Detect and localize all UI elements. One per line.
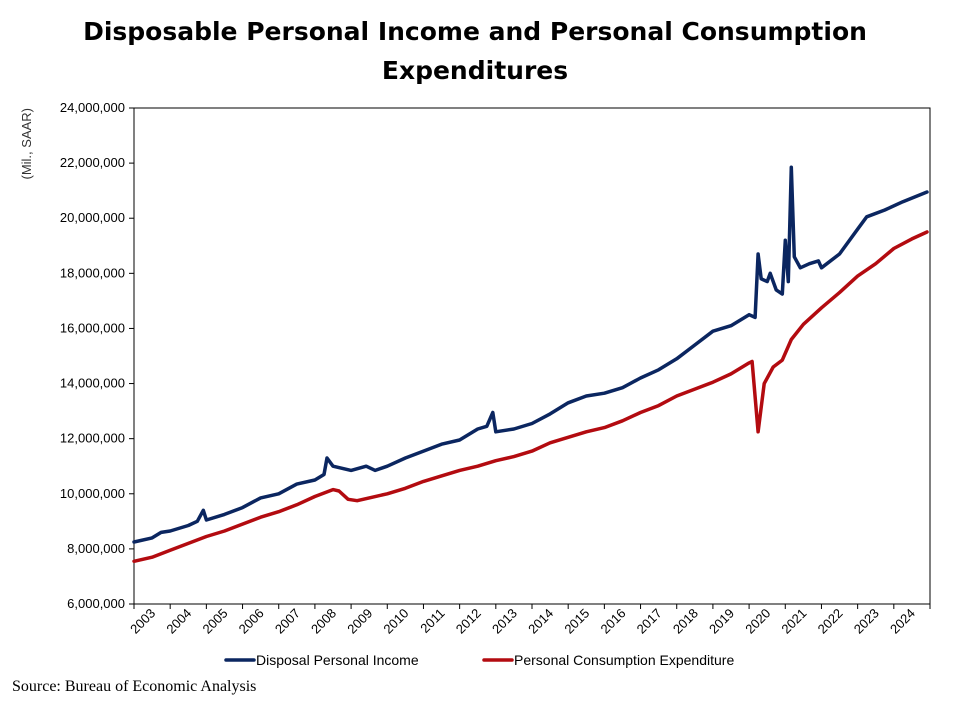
y-tick-label: 20,000,000	[60, 210, 125, 225]
x-tick-label: 2018	[670, 606, 701, 637]
y-tick-label: 10,000,000	[60, 486, 125, 501]
plot-frame	[133, 107, 931, 605]
x-tick-label: 2007	[272, 606, 303, 637]
y-tick-label: 22,000,000	[60, 155, 125, 170]
x-tick-label: 2020	[742, 606, 773, 637]
series-line-2	[132, 230, 929, 564]
series-line-1	[132, 165, 929, 544]
x-tick-label: 2011	[417, 606, 447, 636]
x-tick-label: 2005	[200, 606, 231, 637]
x-tick-label: 2006	[236, 606, 267, 637]
x-tick-label: 2017	[634, 606, 665, 637]
chart-title: Disposable Personal Income and Personal …	[83, 17, 867, 85]
x-tick-label: 2009	[344, 606, 375, 637]
legend-label-2: Personal Consumption Expenditure	[514, 652, 734, 668]
x-tick-label: 2016	[598, 606, 629, 637]
x-tick-label: 2010	[380, 606, 411, 637]
legend-label-1: Disposal Personal Income	[256, 652, 419, 668]
y-tick-label: 12,000,000	[60, 431, 125, 446]
y-tick-label: 6,000,000	[67, 596, 125, 611]
x-tick-label: 2014	[525, 606, 556, 637]
y-axis-title: (Mil., SAAR)	[19, 108, 34, 180]
x-tick-label: 2003	[127, 606, 158, 637]
x-tick-label: 2021	[778, 606, 809, 637]
y-tick-label: 18,000,000	[60, 265, 125, 280]
y-tick-label: 16,000,000	[60, 320, 125, 335]
legend: Disposal Personal Income Personal Consump…	[224, 652, 734, 668]
plot-area: 6,000,000 8,000,000 10,000,000 12,000,000 14…	[60, 100, 931, 637]
x-tick-label: 2004	[163, 606, 194, 637]
x-tick-label: 2024	[887, 606, 918, 637]
x-tick-label: 2023	[851, 606, 882, 637]
x-tick-label: 2022	[815, 606, 846, 637]
source-note: Source: Bureau of Economic Analysis	[12, 678, 257, 695]
x-tick-label: 2013	[489, 606, 520, 637]
x-tick-label: 2019	[706, 606, 737, 637]
y-tick-label: 14,000,000	[60, 376, 125, 391]
x-tick-label: 2012	[453, 606, 484, 637]
y-axis-title-group: (Mil., SAAR)	[19, 108, 34, 180]
y-tick-label: 8,000,000	[67, 541, 125, 556]
y-tick-label: 24,000,000	[60, 100, 125, 115]
x-tick-label: 2015	[561, 606, 592, 637]
x-tick-label: 2008	[308, 606, 339, 637]
